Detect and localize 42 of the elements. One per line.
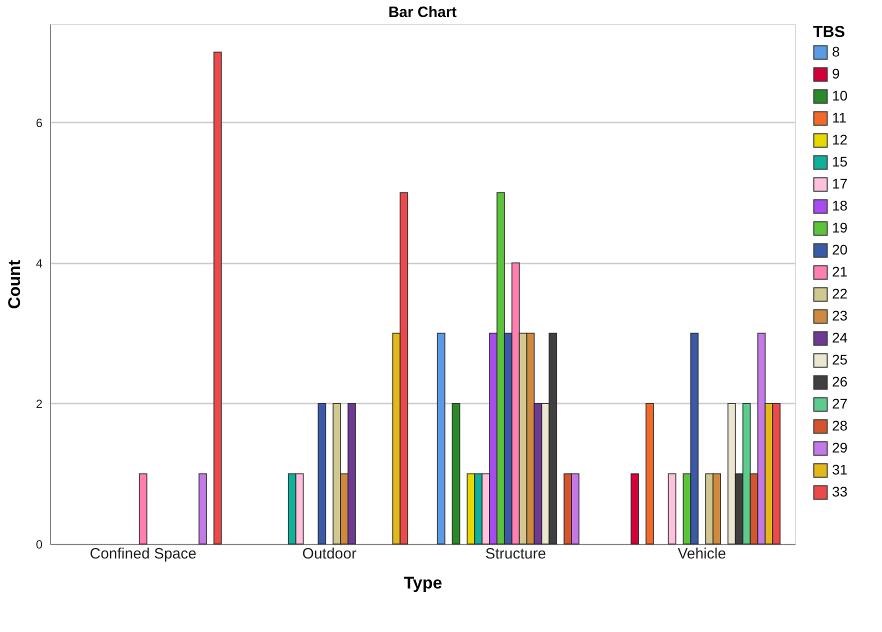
bar [213,52,222,544]
y-tick-label: 4 [36,256,43,270]
bar [436,332,446,544]
legend-label: 20 [832,242,848,258]
legend-label: 29 [832,440,848,456]
y-tick-label: 6 [36,116,43,130]
legend-label: 25 [832,352,848,368]
legend-label: 9 [832,66,840,82]
legend-label: 18 [832,198,848,214]
chart-title: Bar Chart [388,4,457,21]
y-tick-label: 0 [36,538,43,552]
legend-label: 24 [832,330,848,346]
legend-label: 27 [832,396,848,412]
legend-label: 21 [832,264,848,280]
legend-label: 17 [832,176,848,192]
bar [646,402,654,544]
bar [452,402,460,544]
legend-label: 10 [832,88,848,104]
bar [318,402,326,544]
y-tick-label: 2 [36,396,43,411]
legend-label: 22 [832,286,848,302]
legend-label: 31 [832,462,848,478]
x-tick-label: Structure [485,546,546,562]
legend-label: 12 [832,132,848,148]
x-tick-label: Confined Space [90,546,196,562]
x-tick-label: Outdoor [302,546,356,562]
legend-label: 23 [832,308,848,324]
y-axis-title: Count [4,260,24,310]
bar [138,473,148,544]
legend-label: 11 [832,110,847,126]
legend-label: 33 [832,484,848,500]
legend-title: TBS [813,24,846,41]
legend-label: 19 [832,220,848,236]
x-axis-title: Type [404,574,442,592]
x-tick-label: Vehicle [678,546,726,562]
legend-label: 15 [832,154,848,170]
bar [198,473,207,544]
legend-label: 28 [832,418,848,434]
legend-label: 26 [832,374,848,390]
legend-label: 8 [832,44,840,60]
bar [630,473,640,544]
bar [668,473,676,544]
